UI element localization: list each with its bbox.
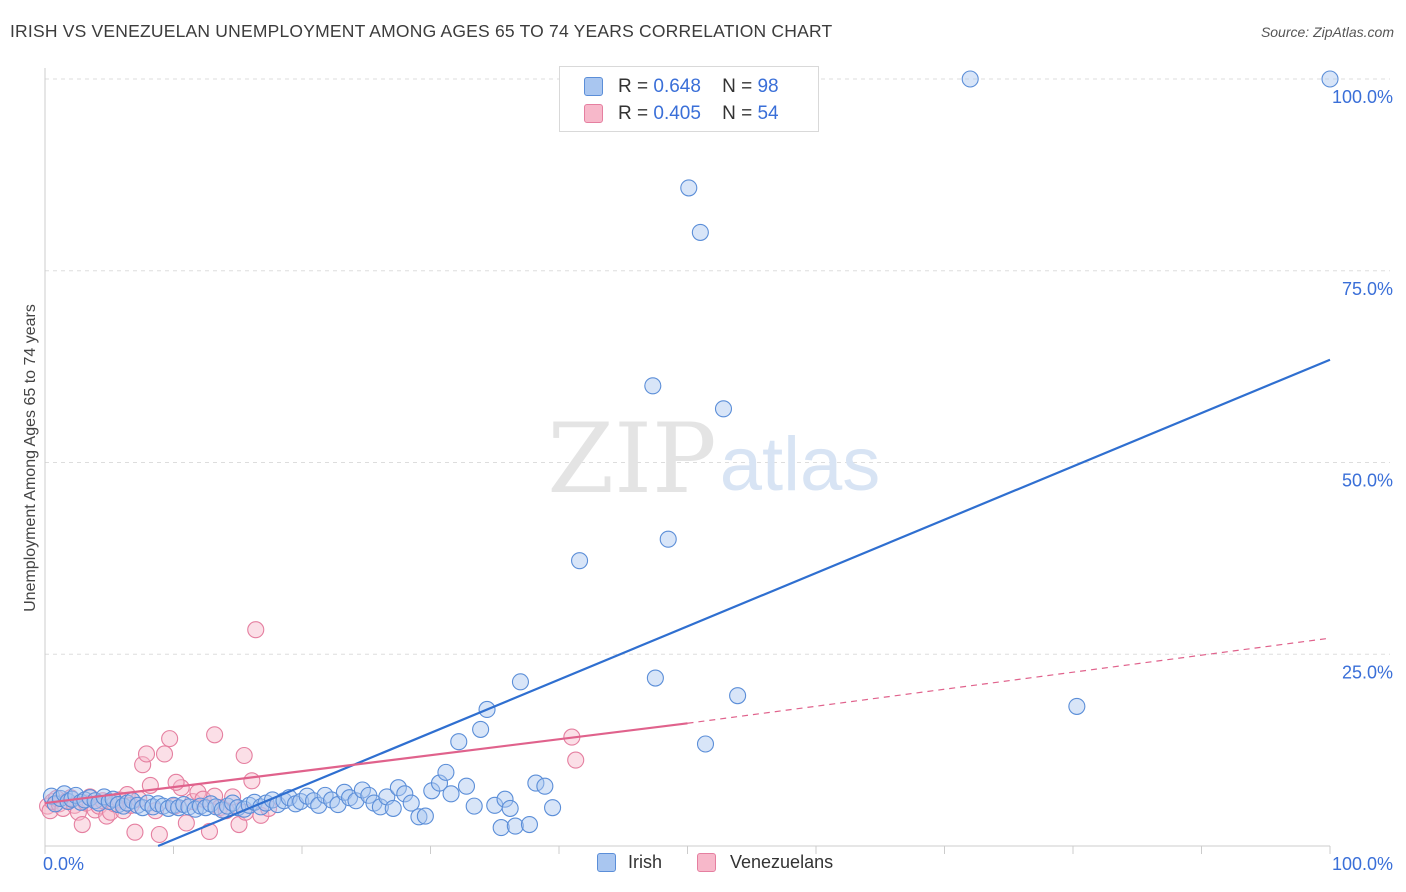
irish-legend-swatch [597, 853, 616, 872]
legend-venezuelans-text: R = 0.405 N = 54 [618, 103, 779, 125]
venezuelans-point-25 [134, 756, 152, 774]
irish-point-62 [371, 798, 389, 816]
irish-point-85 [520, 815, 538, 834]
watermark-atlas: atlas [720, 422, 881, 507]
venezuelans-trend-line-extension [687, 637, 1331, 724]
irish-point-93 [680, 179, 698, 197]
venezuelans-point-50 [567, 751, 585, 769]
watermark-zip: ZIP [547, 403, 716, 515]
venezuelans-point-10 [73, 815, 91, 834]
irish-point-84 [511, 673, 530, 691]
chart-title: IRISH VS VENEZUELAN UNEMPLOYMENT AMONG A… [10, 21, 833, 41]
venezuelans-point-29 [150, 825, 168, 844]
irish-point-52 [310, 796, 328, 814]
irish-point-73 [442, 785, 460, 803]
irish-legend-label: Irish [628, 852, 663, 872]
irish-point-87 [536, 777, 554, 795]
irish-point-71 [430, 774, 449, 792]
venezuelans-point-51 [206, 726, 224, 744]
irish-point-80 [492, 819, 510, 837]
correlation-legend: R = 0.648 N = 98 R = 0.405 N = 54 [559, 66, 819, 132]
irish-point-56 [335, 783, 353, 801]
y-tick-label-2: 75.0% [1342, 279, 1393, 299]
r-label: R = [618, 103, 649, 124]
irish-point-68 [410, 808, 428, 826]
irish-point-81 [496, 790, 514, 808]
irish-point-89 [571, 552, 589, 570]
r-label: R = [618, 76, 649, 97]
irish-point-86 [527, 774, 545, 792]
irish-point-75 [457, 777, 476, 795]
venezuelans-point-34 [177, 814, 195, 832]
irish-n-value: 98 [757, 76, 779, 97]
irish-point-82 [501, 799, 519, 817]
y-tick-label-0: 25.0% [1342, 662, 1393, 682]
irish-point-88 [544, 799, 562, 817]
venezuelans-point-26 [137, 745, 156, 763]
x-tick-label-0: 0.0% [43, 854, 84, 874]
venezuelans-legend-swatch [697, 853, 716, 872]
irish-point-69 [416, 807, 434, 825]
venezuelans-r-value: 0.405 [653, 103, 701, 124]
venezuelans-trend-line [44, 722, 688, 805]
venezuelans-point-45 [243, 772, 261, 790]
irish-point-65 [389, 779, 407, 797]
legend-irish-text: R = 0.648 N = 98 [618, 76, 779, 98]
irish-swatch [584, 77, 603, 96]
irish-point-66 [396, 785, 414, 803]
irish-point-58 [347, 792, 365, 810]
n-label: N = [722, 76, 753, 97]
venezuelans-n-value: 54 [757, 103, 779, 124]
tick-labels: 25.0% 50.0% 75.0% 100.0% 0.0% 100.0% [43, 87, 1393, 874]
irish-point-76 [465, 797, 483, 815]
y-tick-label-3: 100.0% [1332, 87, 1393, 107]
irish-point-74 [450, 733, 468, 751]
n-label: N = [722, 103, 753, 124]
irish-point-72 [437, 763, 455, 781]
venezuelans-legend-label: Venezuelans [730, 852, 834, 872]
venezuelans-point-52 [235, 746, 253, 765]
irish-r-value: 0.648 [653, 76, 701, 97]
grid [44, 68, 1390, 854]
venezuelans-point-46 [247, 621, 265, 639]
venezuelans-swatch [584, 104, 603, 123]
x-tick-label-1: 100.0% [1332, 854, 1393, 874]
venezuelans-point-23 [126, 823, 144, 841]
irish-point-98 [1068, 697, 1086, 715]
irish-point-100 [1321, 70, 1339, 88]
irish-point-90 [644, 377, 662, 395]
irish-point-83 [506, 817, 524, 835]
venezuelans-point-31 [161, 730, 179, 748]
irish-point-95 [696, 735, 715, 753]
watermark: ZIP atlas [547, 403, 880, 515]
irish-point-67 [402, 794, 420, 812]
irish-point-64 [384, 799, 402, 817]
irish-point-77 [472, 720, 490, 738]
y-tick-label-1: 50.0% [1342, 471, 1393, 491]
irish-point-94 [691, 223, 709, 241]
venezuelans-points [39, 621, 585, 844]
irish-point-97 [729, 687, 747, 705]
irish-point-96 [714, 400, 733, 418]
irish-point-92 [659, 530, 677, 548]
irish-point-99 [961, 70, 979, 88]
venezuelans-point-42 [224, 788, 242, 806]
venezuelans-point-30 [155, 745, 174, 763]
source-label: Source: ZipAtlas.com [1260, 24, 1394, 40]
trend-lines [44, 358, 1331, 848]
irish-point-91 [646, 669, 664, 687]
